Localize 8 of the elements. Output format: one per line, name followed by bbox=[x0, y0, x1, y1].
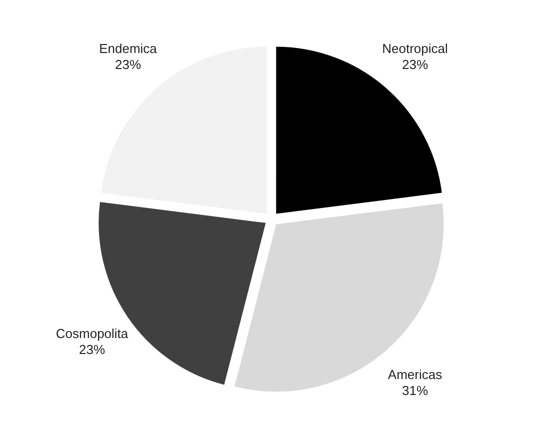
slice-label: Neotropical bbox=[382, 41, 448, 56]
data-label: 23% bbox=[114, 57, 142, 72]
data-label: 23% bbox=[402, 57, 428, 72]
slice-label: Endemica bbox=[99, 41, 158, 56]
data-label: 23% bbox=[79, 342, 106, 357]
slice-label: Americas bbox=[388, 366, 443, 382]
data-label: 31% bbox=[402, 382, 428, 398]
slice-label: Cosmopolita bbox=[56, 326, 129, 341]
